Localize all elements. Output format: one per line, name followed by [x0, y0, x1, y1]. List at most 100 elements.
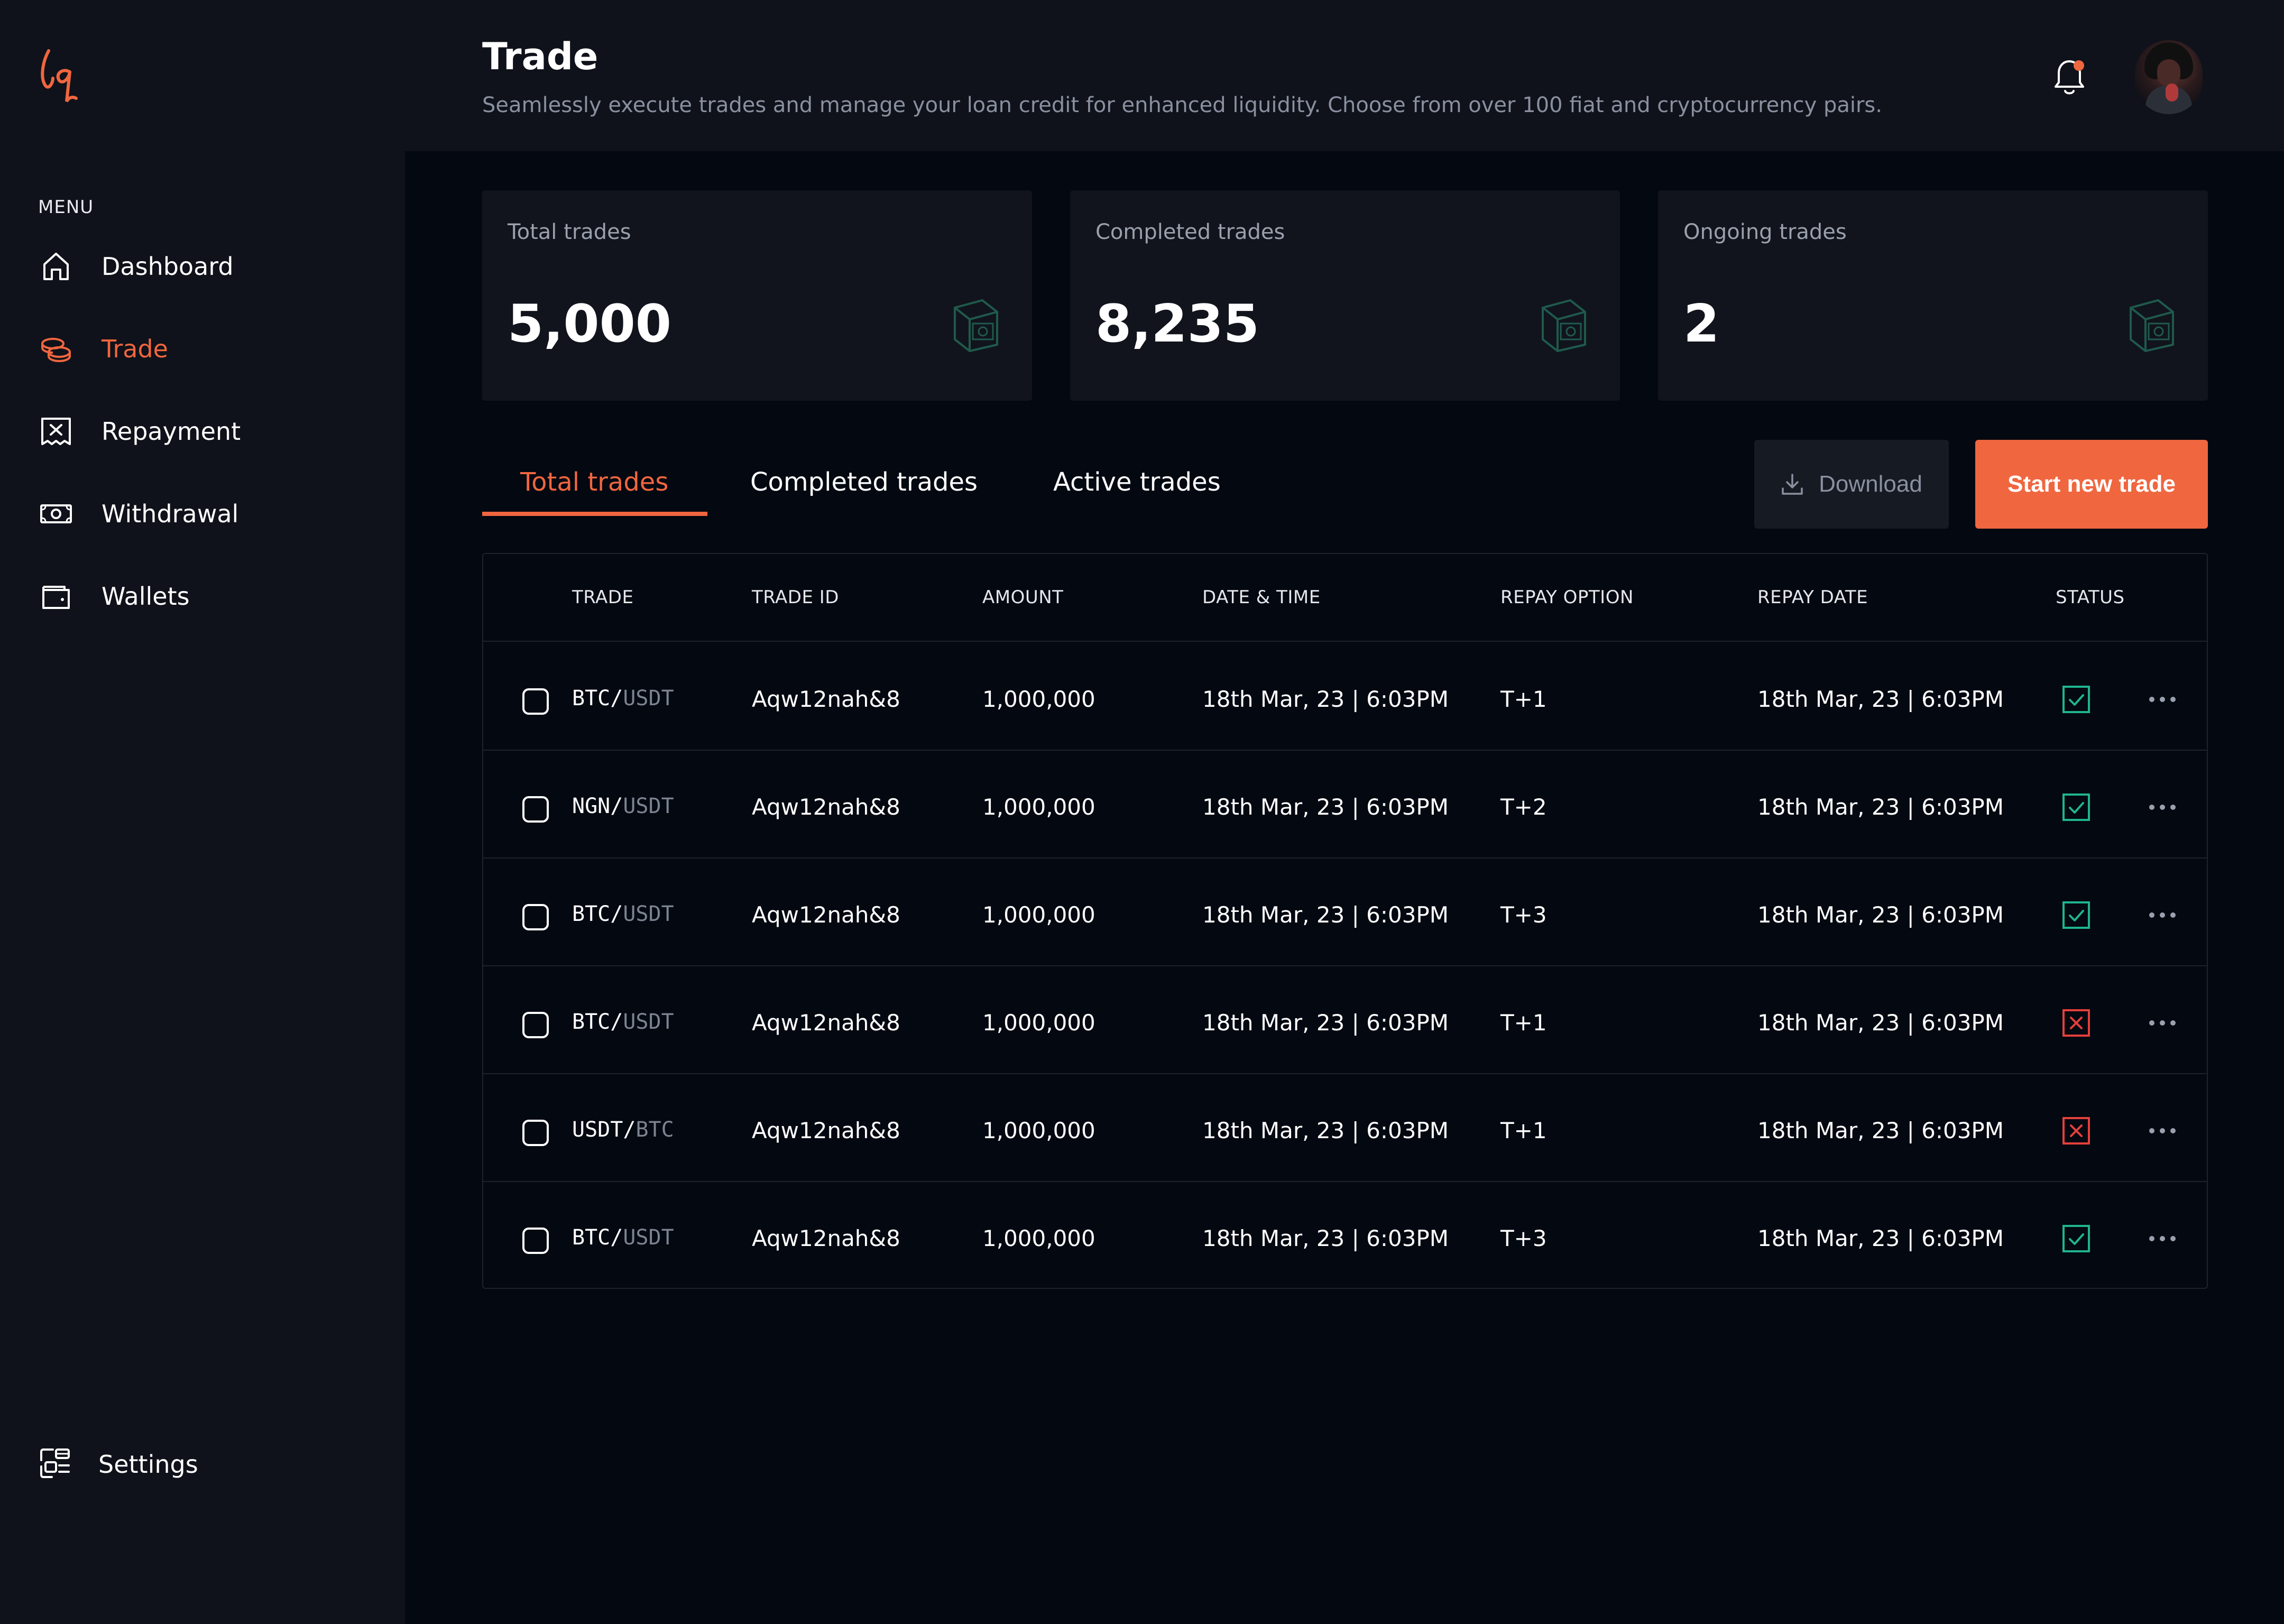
- wallet-icon: [38, 578, 74, 614]
- start-new-trade-button[interactable]: Start new trade: [1975, 440, 2208, 529]
- row-checkbox[interactable]: [522, 1120, 549, 1146]
- table-row[interactable]: BTC/USDT Aqw12nah&8 1,000,000 18th Mar, 23 …: [483, 643, 2207, 751]
- repay-date: 18th Mar, 23 | 6:03PM: [1757, 1118, 2004, 1143]
- repay-date: 18th Mar, 23 | 6:03PM: [1757, 902, 2004, 928]
- status-success-icon: [2062, 1224, 2090, 1253]
- row-checkbox[interactable]: [522, 1012, 549, 1038]
- trade-id: Aqw12nah&8: [752, 1118, 900, 1143]
- trade-amount: 1,000,000: [982, 794, 1095, 820]
- pair-quote: BTC: [636, 1118, 674, 1142]
- user-avatar[interactable]: [2135, 40, 2203, 114]
- repay-option: T+1: [1500, 1118, 1547, 1143]
- column-header: AMOUNT: [982, 587, 1064, 608]
- tab-active-trades[interactable]: Active trades: [1053, 467, 1221, 497]
- stat-value: 5,000: [508, 294, 671, 354]
- more-options-icon[interactable]: [2147, 794, 2178, 820]
- pair-quote: USDT: [623, 794, 674, 818]
- cash-stack-icon: [2126, 296, 2177, 354]
- row-checkbox[interactable]: [522, 1228, 549, 1254]
- pair-quote: USDT: [623, 1225, 674, 1250]
- repay-option: T+1: [1500, 686, 1547, 712]
- settings-label: Settings: [98, 1450, 198, 1479]
- more-options-icon[interactable]: [2147, 1225, 2178, 1252]
- repay-option: T+3: [1500, 902, 1547, 928]
- download-label: Download: [1819, 471, 1922, 497]
- repay-option: T+2: [1500, 794, 1547, 820]
- repay-date: 18th Mar, 23 | 6:03PM: [1757, 1225, 2004, 1251]
- more-options-icon[interactable]: [2147, 1010, 2178, 1036]
- trade-pair: NGN/USDT: [572, 794, 674, 818]
- trade-tabs: Total trades Completed trades Active tra…: [482, 455, 1275, 518]
- repay-date: 18th Mar, 23 | 6:03PM: [1757, 686, 2004, 712]
- more-options-icon[interactable]: [2147, 902, 2178, 928]
- stat-label: Completed trades: [1095, 220, 1285, 244]
- status-failed-icon: [2062, 1009, 2090, 1037]
- pair-base: BTC/: [572, 1225, 623, 1250]
- more-options-icon[interactable]: [2147, 686, 2178, 713]
- table-row[interactable]: BTC/USDT Aqw12nah&8 1,000,000 18th Mar, 23 …: [483, 1182, 2207, 1290]
- pair-base: NGN/: [572, 794, 623, 818]
- trade-pair: BTC/USDT: [572, 686, 674, 710]
- tab-total-trades[interactable]: Total trades: [482, 455, 708, 518]
- status-failed-icon: [2062, 1116, 2090, 1145]
- trade-pair: BTC/USDT: [572, 1010, 674, 1034]
- status-success-icon: [2062, 901, 2090, 929]
- repay-date: 18th Mar, 23 | 6:03PM: [1757, 1010, 2004, 1036]
- row-checkbox[interactable]: [522, 904, 549, 930]
- table-header: TRADE TRADE ID AMOUNT DATE & TIME REPAY …: [483, 554, 2207, 642]
- column-header: REPAY OPTION: [1500, 587, 1634, 608]
- trade-id: Aqw12nah&8: [752, 1225, 900, 1251]
- status-success-icon: [2062, 685, 2090, 714]
- page-title: Trade: [482, 35, 598, 78]
- row-checkbox[interactable]: [522, 688, 549, 715]
- trade-id: Aqw12nah&8: [752, 686, 900, 712]
- stat-label: Ongoing trades: [1683, 220, 1847, 244]
- column-header: DATE & TIME: [1202, 587, 1321, 608]
- notification-bell-icon[interactable]: [2050, 56, 2088, 98]
- stat-card-ongoing-trades: Ongoing trades 2: [1658, 190, 2208, 401]
- settings-icon: [38, 1446, 74, 1482]
- page-subtitle: Seamlessly execute trades and manage you…: [482, 93, 1882, 117]
- cash-stack-icon: [1539, 296, 1589, 354]
- sidebar-item-withdrawal[interactable]: Withdrawal: [38, 495, 241, 533]
- pair-base: BTC/: [572, 1010, 623, 1034]
- sidebar-nav: Dashboard Trade Repayment: [38, 247, 241, 660]
- download-button[interactable]: Download: [1754, 440, 1949, 529]
- sidebar-item-label: Wallets: [102, 582, 190, 611]
- trade-pair: BTC/USDT: [572, 1225, 674, 1250]
- trade-id: Aqw12nah&8: [752, 1010, 900, 1036]
- trade-pair: USDT/BTC: [572, 1118, 674, 1142]
- sidebar-item-wallets[interactable]: Wallets: [38, 577, 241, 615]
- pair-base: USDT/: [572, 1118, 636, 1142]
- column-header: REPAY DATE: [1757, 587, 1868, 608]
- table-row[interactable]: BTC/USDT Aqw12nah&8 1,000,000 18th Mar, 23 …: [483, 966, 2207, 1074]
- page-header: Trade Seamlessly execute trades and mana…: [405, 0, 2284, 151]
- sidebar-item-settings[interactable]: Settings: [38, 1446, 198, 1482]
- sidebar-item-trade[interactable]: Trade: [38, 330, 241, 368]
- table-row[interactable]: NGN/USDT Aqw12nah&8 1,000,000 18th Mar, 23 …: [483, 751, 2207, 859]
- sidebar-item-label: Trade: [102, 335, 168, 363]
- sidebar-item-dashboard[interactable]: Dashboard: [38, 247, 241, 285]
- sidebar-item-repayment[interactable]: Repayment: [38, 412, 241, 450]
- stat-label: Total trades: [508, 220, 631, 244]
- repay-option: T+1: [1500, 1010, 1547, 1036]
- trade-datetime: 18th Mar, 23 | 6:03PM: [1202, 1118, 1449, 1143]
- trade-id: Aqw12nah&8: [752, 902, 900, 928]
- stat-value: 2: [1683, 294, 1720, 354]
- table-row[interactable]: BTC/USDT Aqw12nah&8 1,000,000 18th Mar, 23 …: [483, 859, 2207, 966]
- trade-datetime: 18th Mar, 23 | 6:03PM: [1202, 902, 1449, 928]
- stat-value: 8,235: [1095, 294, 1259, 354]
- repay-option: T+3: [1500, 1225, 1547, 1251]
- trade-id: Aqw12nah&8: [752, 794, 900, 820]
- download-icon: [1782, 474, 1803, 495]
- tab-completed-trades[interactable]: Completed trades: [750, 467, 978, 497]
- table-row[interactable]: USDT/BTC Aqw12nah&8 1,000,000 18th Mar, 23 …: [483, 1074, 2207, 1182]
- row-checkbox[interactable]: [522, 796, 549, 823]
- brand-logo[interactable]: [37, 47, 79, 105]
- home-icon: [38, 248, 74, 284]
- menu-label: MENU: [38, 197, 94, 218]
- more-options-icon[interactable]: [2147, 1118, 2178, 1144]
- sidebar: MENU Dashboard Trade: [0, 0, 405, 1624]
- trade-amount: 1,000,000: [982, 1118, 1095, 1143]
- receipt-x-icon: [38, 413, 74, 449]
